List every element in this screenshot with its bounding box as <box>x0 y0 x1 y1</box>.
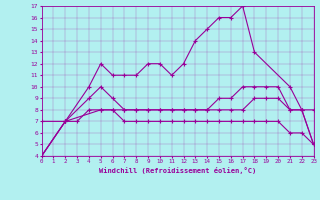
X-axis label: Windchill (Refroidissement éolien,°C): Windchill (Refroidissement éolien,°C) <box>99 167 256 174</box>
